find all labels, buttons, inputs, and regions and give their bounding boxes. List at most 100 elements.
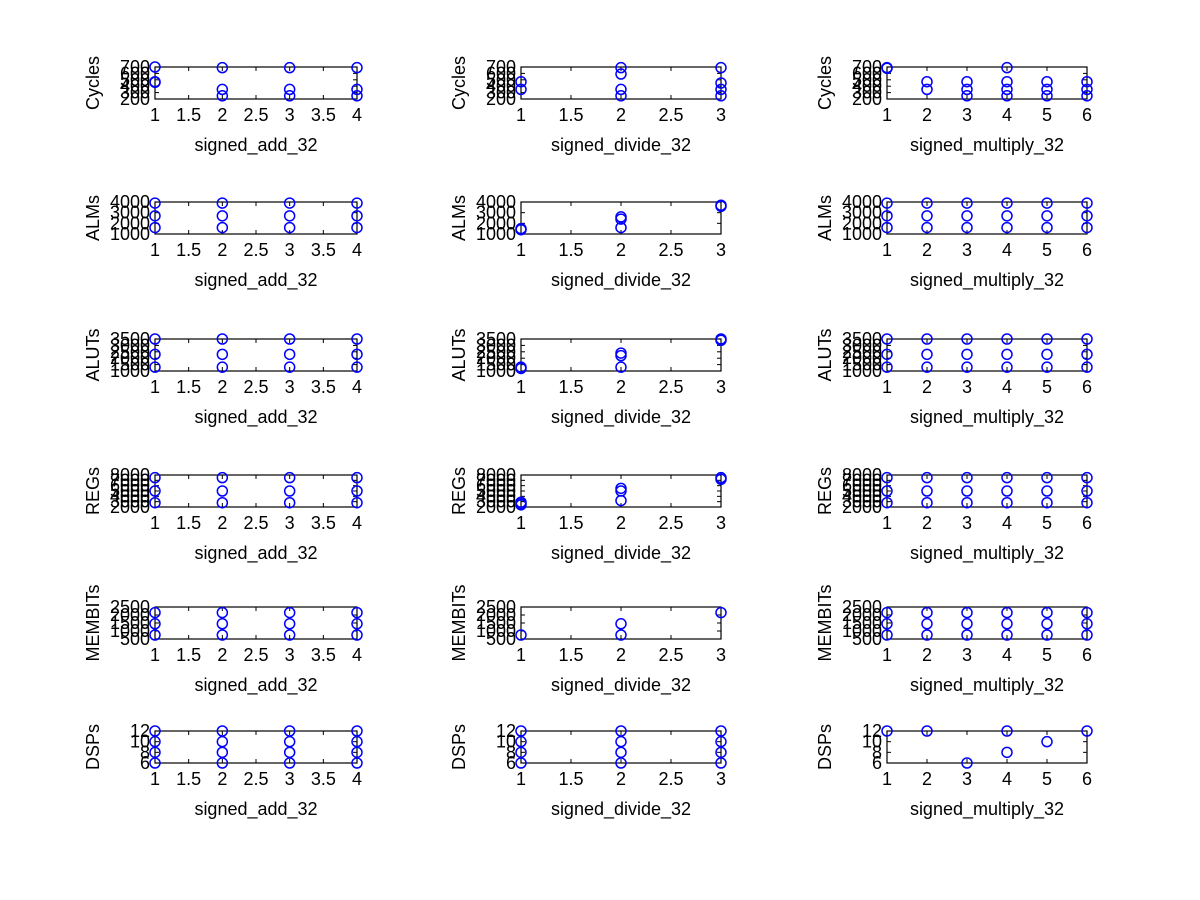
data-point: [216, 471, 229, 484]
data-point: [149, 471, 161, 484]
x-tick-label: 3: [962, 645, 972, 665]
x-tick-label: 3: [716, 240, 726, 260]
x-tick-label: 6: [1082, 240, 1092, 260]
data-point: [715, 606, 727, 619]
x-tick-label: 1: [516, 240, 526, 260]
axes-frame: [154, 730, 358, 764]
x-tick-label: 4: [352, 105, 362, 125]
y-axis-label: MEMBITs: [815, 584, 835, 661]
y-tick-label: 500: [852, 629, 882, 649]
data-point: [1001, 629, 1013, 641]
x-tick-label: 1: [882, 105, 892, 125]
data-point: [715, 77, 727, 89]
data-point: [1081, 606, 1093, 619]
data-point: [1001, 471, 1013, 484]
data-point: [1041, 735, 1053, 748]
data-point: [216, 83, 229, 96]
x-tick-label: 3: [285, 105, 295, 125]
x-axis-label: signed_divide_32: [551, 135, 691, 156]
y-axis-label: Cycles: [449, 56, 469, 110]
data-point: [961, 210, 973, 222]
y-axis-label: DSPs: [815, 724, 835, 770]
x-tick-label: 3.5: [311, 513, 336, 533]
data-point: [216, 333, 229, 345]
data-point: [1001, 75, 1013, 88]
data-point: [1081, 496, 1093, 509]
data-point: [1081, 348, 1093, 361]
y-axis-label: Cycles: [83, 56, 103, 110]
y-tick-label: 12: [496, 721, 516, 741]
x-tick-label: 3: [962, 513, 972, 533]
y-tick-label: 500: [486, 629, 516, 649]
y-tick-label: 3500: [110, 329, 150, 349]
x-tick-label: 1: [516, 377, 526, 397]
y-tick-label: 2000: [476, 348, 516, 368]
y-tick-label: 5000: [476, 481, 516, 501]
y-tick-label: 400: [120, 76, 150, 96]
x-tick-label: 3.5: [311, 769, 336, 789]
y-tick-label: 2500: [476, 597, 516, 617]
axes-frame: [886, 730, 1088, 764]
x-tick-label: 2.5: [243, 769, 268, 789]
y-tick-label: 10: [496, 732, 516, 752]
y-axis-label: Cycles: [815, 56, 835, 110]
x-tick-label: 3: [716, 769, 726, 789]
x-axis-label: signed_add_32: [194, 543, 317, 564]
x-tick-label: 3: [962, 240, 972, 260]
y-tick-label: 600: [120, 63, 150, 83]
data-point: [149, 61, 161, 73]
axes-frame: [154, 66, 358, 100]
axes-frame: [154, 338, 358, 372]
y-tick-label: 3000: [110, 335, 150, 355]
x-tick-label: 2: [217, 769, 227, 789]
x-axis-label: signed_add_32: [194, 407, 317, 428]
data-point: [283, 485, 296, 497]
y-tick-label: 2000: [842, 497, 882, 517]
x-tick-label: 2: [922, 105, 932, 125]
data-point: [615, 361, 627, 373]
data-point: [881, 333, 893, 345]
data-point: [1001, 348, 1013, 361]
data-point: [881, 62, 893, 75]
x-tick-label: 3.5: [311, 377, 336, 397]
data-point: [283, 221, 296, 234]
x-tick-label: 3.5: [311, 105, 336, 125]
x-axis-label: signed_add_32: [194, 675, 317, 696]
data-point: [1001, 83, 1013, 96]
data-point: [216, 735, 229, 748]
x-axis-label: signed_add_32: [194, 799, 317, 820]
data-point: [351, 221, 363, 234]
data-point: [881, 348, 893, 361]
data-point: [961, 485, 973, 497]
data-point: [149, 361, 161, 373]
x-tick-label: 1: [882, 645, 892, 665]
x-tick-label: 3: [716, 105, 726, 125]
x-axis-label: signed_multiply_32: [910, 543, 1064, 564]
y-tick-label: 2000: [110, 497, 150, 517]
data-point: [921, 83, 933, 96]
data-point: [881, 197, 893, 209]
data-point: [921, 618, 933, 630]
data-point: [1001, 725, 1013, 737]
y-tick-label: 6000: [476, 476, 516, 496]
data-point: [961, 618, 973, 630]
data-point: [283, 61, 296, 74]
data-point: [1081, 361, 1093, 373]
axes-frame: [154, 474, 358, 508]
data-point: [515, 75, 527, 88]
y-tick-label: 3000: [842, 492, 882, 512]
x-tick-label: 1.5: [176, 240, 201, 260]
y-tick-label: 1000: [476, 361, 516, 381]
data-point: [961, 348, 973, 361]
x-tick-label: 1.5: [558, 377, 583, 397]
x-tick-label: 4: [352, 769, 362, 789]
data-point: [283, 618, 296, 630]
data-point: [1041, 197, 1053, 209]
data-point: [615, 349, 627, 362]
y-tick-label: 1500: [476, 613, 516, 633]
y-tick-label: 4000: [476, 192, 516, 212]
data-point: [615, 746, 627, 759]
data-point: [1081, 618, 1093, 630]
data-point: [216, 629, 229, 641]
data-point: [961, 197, 973, 209]
